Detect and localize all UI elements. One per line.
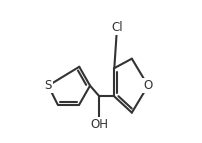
Text: S: S	[44, 79, 52, 92]
Text: O: O	[143, 79, 152, 92]
Text: OH: OH	[90, 118, 108, 131]
Text: Cl: Cl	[111, 21, 122, 34]
